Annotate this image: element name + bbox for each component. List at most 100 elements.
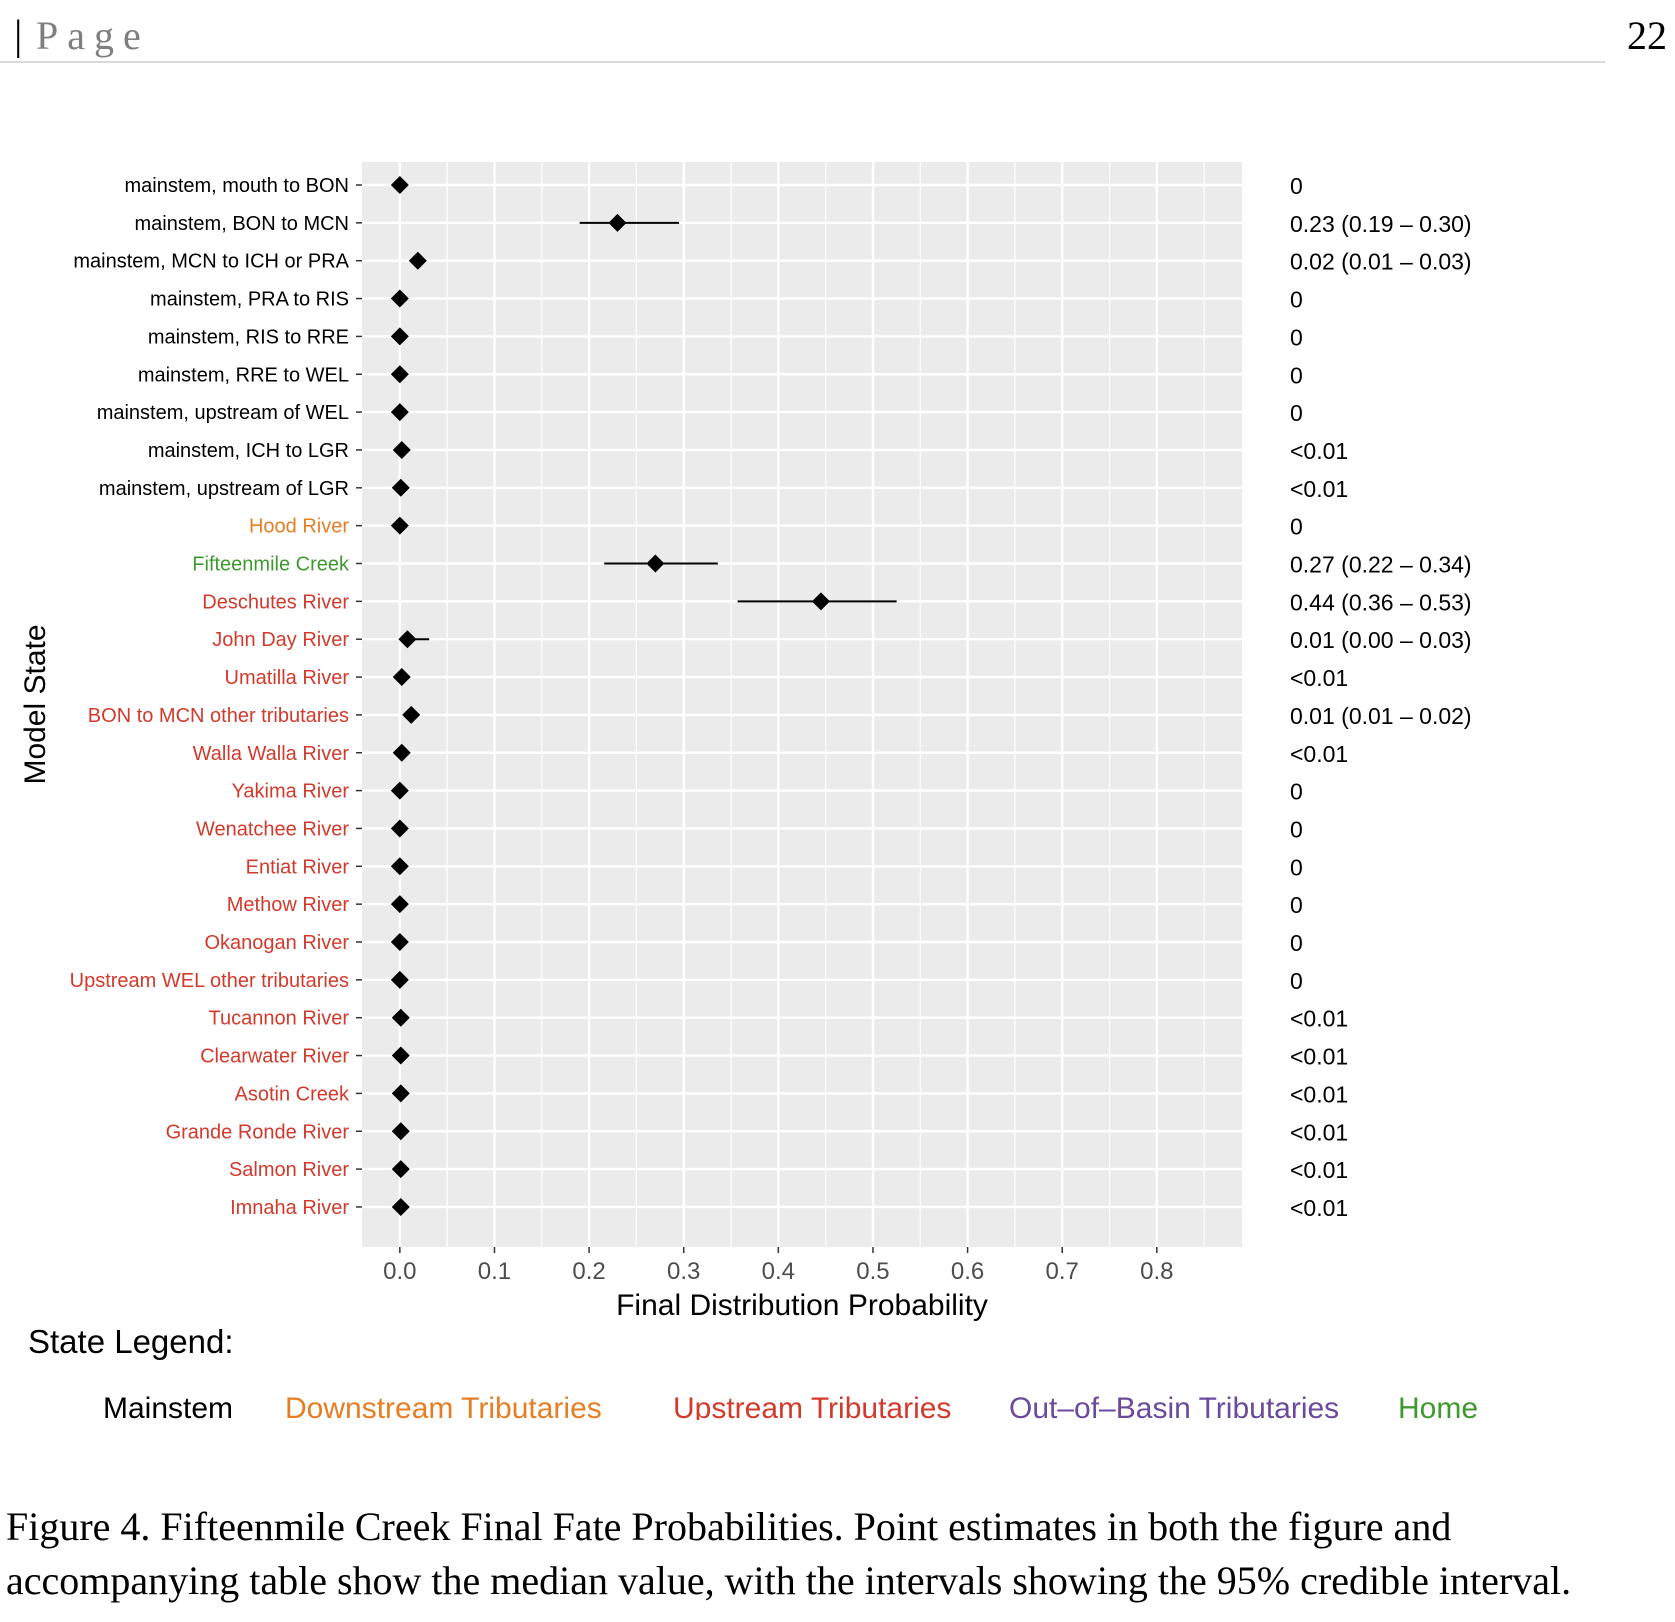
- table-value: <0.01: [1290, 438, 1348, 464]
- x-tick-label: 0.4: [762, 1258, 795, 1285]
- table-value: 0: [1290, 173, 1303, 199]
- y-tick-label: John Day River: [212, 629, 349, 651]
- table-value: <0.01: [1290, 476, 1348, 502]
- median-point: [392, 440, 411, 459]
- legend-item: Out–of–Basin Tributaries: [1009, 1392, 1339, 1420]
- median-point: [390, 895, 409, 914]
- y-tick-label: Deschutes River: [202, 591, 349, 613]
- table-value: <0.01: [1290, 1081, 1348, 1107]
- y-tick-label: BON to MCN other tributaries: [88, 705, 349, 727]
- y-tick-label: mainstem, mouth to BON: [124, 175, 349, 197]
- y-tick-label: Asotin Creek: [235, 1083, 350, 1105]
- median-point: [390, 933, 409, 951]
- chart-svg: mainstem, mouth to BON mainstem, BON to M…: [19, 162, 1478, 1420]
- x-tick-label: 0.3: [667, 1258, 700, 1285]
- x-tick-label: 0.5: [856, 1258, 889, 1285]
- median-point: [408, 251, 427, 270]
- estimate-table: 0 0.23 (0.19 – 0.30) 0.02 (0.01 – 0.03) 0 0 0…: [1290, 173, 1472, 1221]
- table-value: <0.01: [1290, 1119, 1348, 1145]
- median-point: [646, 554, 665, 573]
- y-axis-labels: mainstem, mouth to BON mainstem, BON to M…: [70, 175, 350, 1219]
- y-tick-label: Umatilla River: [225, 667, 350, 689]
- header-rule: [0, 61, 1605, 63]
- table-value: 0.02 (0.01 – 0.03): [1290, 249, 1472, 275]
- x-tick-label: 0.6: [951, 1258, 984, 1285]
- y-tick-label: mainstem, upstream of LGR: [99, 478, 349, 500]
- y-tick-label: Walla Walla River: [193, 743, 350, 765]
- table-value: 0: [1290, 854, 1303, 880]
- x-axis-ticks: [399, 1247, 1158, 1253]
- median-point: [391, 1008, 410, 1027]
- table-value: 0: [1290, 514, 1303, 540]
- table-value: <0.01: [1290, 665, 1348, 691]
- table-value: <0.01: [1290, 1195, 1348, 1221]
- y-tick-label: Okanogan River: [204, 932, 349, 954]
- table-value: <0.01: [1290, 1157, 1348, 1183]
- median-point: [390, 176, 409, 194]
- median-point: [391, 1084, 410, 1103]
- table-value: 0: [1290, 324, 1303, 350]
- y-tick-label: mainstem, RRE to WEL: [138, 364, 349, 386]
- table-value: 0: [1290, 362, 1303, 388]
- y-tick-label: mainstem, ICH to LGR: [148, 440, 349, 462]
- y-tick-label: Salmon River: [229, 1159, 349, 1181]
- median-point: [390, 403, 409, 422]
- table-value: <0.01: [1290, 1044, 1348, 1070]
- table-value: 0.44 (0.36 – 0.53): [1290, 589, 1472, 615]
- median-point: [391, 478, 410, 497]
- median-point: [390, 327, 409, 346]
- y-axis-title: Model State: [19, 624, 52, 784]
- y-tick-label: Tucannon River: [209, 1008, 350, 1030]
- table-value: 0.23 (0.19 – 0.30): [1290, 211, 1472, 237]
- median-point: [608, 213, 627, 232]
- median-point: [391, 1046, 410, 1065]
- median-point: [391, 1160, 410, 1179]
- median-point: [392, 743, 411, 762]
- y-tick-label: Methow River: [227, 894, 350, 916]
- median-point: [398, 630, 417, 649]
- table-value: 0.27 (0.22 – 0.34): [1290, 552, 1472, 578]
- y-axis-ticks: [356, 184, 362, 1208]
- median-point: [390, 819, 409, 838]
- x-axis-title: Final Distribution Probability: [616, 1289, 988, 1322]
- table-value: 0.01 (0.00 – 0.03): [1290, 627, 1472, 653]
- y-tick-label: mainstem, RIS to RRE: [148, 326, 349, 348]
- legend-item: Mainstem: [103, 1392, 233, 1420]
- legend-title: State Legend:: [28, 1323, 234, 1360]
- median-point: [391, 1122, 410, 1141]
- y-tick-label: Hood River: [249, 516, 349, 538]
- table-value: 0: [1290, 968, 1303, 994]
- x-tick-label: 0.0: [383, 1258, 416, 1285]
- y-tick-label: Clearwater River: [200, 1046, 349, 1068]
- median-point: [390, 365, 409, 384]
- legend-item: Downstream Tributaries: [285, 1392, 602, 1420]
- table-value: 0: [1290, 930, 1303, 956]
- x-tick-label: 0.1: [478, 1258, 511, 1285]
- median-point: [390, 289, 409, 308]
- table-value: <0.01: [1290, 1006, 1348, 1032]
- table-value: 0: [1290, 287, 1303, 313]
- median-point: [390, 516, 409, 535]
- table-value: 0: [1290, 779, 1303, 805]
- page-number: 22: [1627, 13, 1667, 58]
- x-tick-label: 0.7: [1046, 1258, 1079, 1285]
- table-value: 0.01 (0.01 – 0.02): [1290, 703, 1472, 729]
- y-tick-label: Wenatchee River: [196, 818, 349, 840]
- y-tick-label: Yakima River: [232, 781, 350, 803]
- x-tick-label: 0.8: [1140, 1258, 1173, 1285]
- y-tick-label: mainstem, PRA to RIS: [150, 289, 349, 311]
- median-points: [390, 176, 830, 1216]
- median-point: [811, 592, 830, 611]
- header-page-label: Page: [36, 13, 150, 58]
- y-tick-label: Entiat River: [246, 856, 350, 878]
- y-tick-label: Imnaha River: [230, 1197, 349, 1219]
- table-value: 0: [1290, 892, 1303, 918]
- chart-figure: mainstem, mouth to BON mainstem, BON to M…: [0, 140, 1675, 1420]
- table-value: 0: [1290, 400, 1303, 426]
- y-tick-label: mainstem, upstream of WEL: [97, 402, 349, 424]
- median-point: [390, 857, 409, 876]
- median-point: [390, 781, 409, 800]
- median-point: [391, 1197, 410, 1216]
- page-header: | Page 22: [0, 0, 1675, 66]
- median-point: [402, 705, 421, 724]
